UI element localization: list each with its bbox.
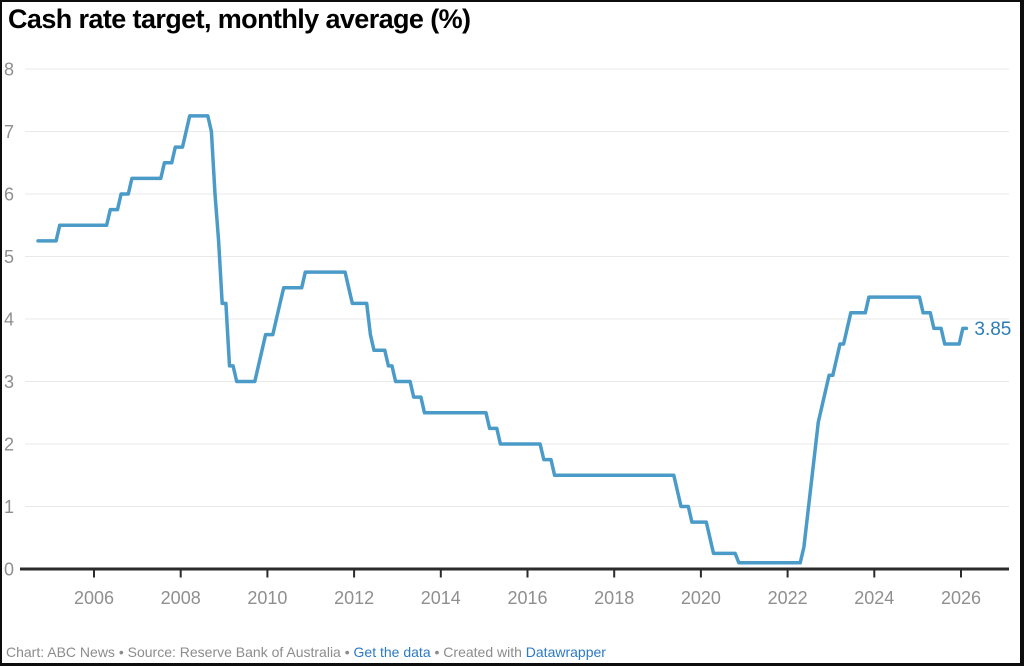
end-value-label: 3.85 — [974, 319, 1011, 340]
y-axis-label: 7 — [4, 122, 14, 142]
footer-credit: Chart: ABC News — [6, 644, 115, 660]
get-the-data-link[interactable]: Get the data — [353, 644, 431, 660]
y-axis-label: 8 — [4, 60, 14, 80]
x-axis-label: 2012 — [334, 588, 374, 608]
chart-title: Cash rate target, monthly average (%) — [8, 4, 471, 34]
x-axis-label: 2026 — [941, 588, 981, 608]
footer-separator: • — [430, 644, 444, 660]
y-axis-label: 6 — [4, 185, 14, 205]
x-axis-label: 2006 — [74, 588, 114, 608]
y-axis-label: 0 — [4, 560, 14, 580]
y-axis-label: 3 — [4, 372, 14, 392]
footer-separator: • — [114, 644, 128, 660]
y-axis-label: 2 — [4, 435, 14, 455]
x-axis-label: 2008 — [161, 588, 201, 608]
footer-separator: • — [340, 644, 354, 660]
x-axis-label: 2020 — [681, 588, 721, 608]
x-axis-label: 2014 — [421, 588, 461, 608]
chart-footer: Chart: ABC News • Source: Reserve Bank o… — [6, 644, 606, 660]
y-axis-label: 5 — [4, 247, 14, 267]
y-axis-label: 4 — [4, 310, 14, 330]
footer-source: Source: Reserve Bank of Australia — [127, 644, 341, 660]
cash-rate-line[interactable] — [36, 114, 969, 565]
x-axis-label: 2016 — [507, 588, 547, 608]
y-axis-label: 1 — [4, 497, 14, 517]
x-axis-label: 2018 — [594, 588, 634, 608]
x-axis-label: 2022 — [768, 588, 808, 608]
datawrapper-link[interactable]: Datawrapper — [525, 644, 606, 660]
x-axis-label: 2010 — [247, 588, 287, 608]
x-axis-label: 2024 — [854, 588, 894, 608]
footer-created-with: Created with — [443, 644, 526, 660]
